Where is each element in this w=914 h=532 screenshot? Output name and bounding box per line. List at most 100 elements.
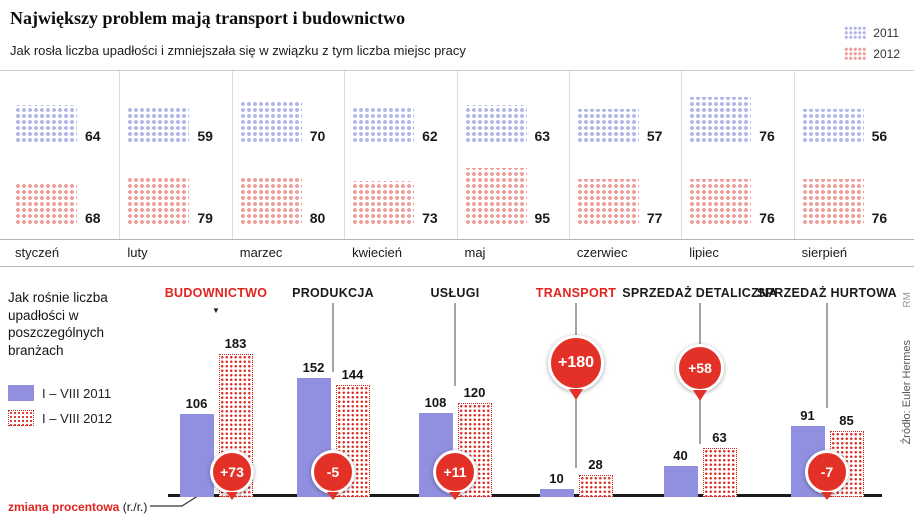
- dot-block-row-blue: 59: [127, 93, 231, 143]
- month-label: lipiec: [689, 245, 719, 260]
- dot-block-value: 80: [309, 210, 326, 226]
- dot-block-value: 63: [534, 128, 551, 144]
- category-label: PRODUKCJA: [292, 286, 374, 300]
- month-column: 62 73: [344, 71, 456, 239]
- bar-value-2012: 120: [463, 385, 486, 400]
- dot-block-value: 56: [871, 128, 888, 144]
- dot-block-value: 64: [85, 128, 101, 144]
- change-badge-value: -5: [326, 464, 340, 480]
- change-badge: +11: [433, 450, 477, 500]
- month-name-cell: kwiecień: [344, 240, 456, 266]
- page-title: Największy problem mają transport i budo…: [10, 8, 406, 28]
- bar-value-2011: 91: [800, 408, 815, 423]
- dot-block-pink: [15, 184, 77, 225]
- bar-2011: [790, 426, 825, 497]
- bar-2011: [418, 413, 453, 497]
- month-name-cell: lipiec: [681, 240, 793, 266]
- dot-block-value: 68: [85, 210, 101, 226]
- month-column: 56 76: [793, 71, 906, 239]
- month-column: 70 80: [231, 71, 344, 239]
- source-credit: Źródło: Euler Hermes: [901, 340, 913, 445]
- legend-swatch-2011: [844, 26, 867, 40]
- legend-row-2011: 2011: [844, 26, 900, 40]
- dot-block-row-blue: 70: [239, 93, 344, 144]
- month-column: 57 77: [568, 71, 681, 239]
- dot-block-row-blue: 56: [801, 93, 906, 144]
- dot-block-row-pink: 68: [15, 165, 119, 225]
- bar-legend-swatch-2011: [8, 385, 34, 401]
- change-badge-value: +180: [557, 354, 595, 371]
- category-label: BUDOWNICTWO: [164, 286, 268, 300]
- dot-block-blue: [352, 106, 415, 143]
- badge-pointer-icon: [226, 492, 238, 500]
- month-label: sierpień: [801, 245, 848, 260]
- change-badge-value: -7: [820, 464, 834, 480]
- dot-block-value: 95: [534, 210, 551, 226]
- category-label: SPRZEDAŻ HURTOWA: [757, 286, 897, 300]
- author-credit: RM: [902, 292, 913, 308]
- bar-value-2011: 108: [424, 395, 447, 410]
- connector-line: [826, 303, 828, 408]
- dot-block-row-blue: 63: [464, 93, 569, 144]
- dot-block-value: 76: [759, 210, 775, 226]
- legend-years: 2011 2012: [844, 26, 900, 68]
- change-badge-value: +11: [443, 464, 467, 480]
- badge-pointer-icon: [449, 492, 461, 500]
- connector-line: [575, 303, 577, 336]
- dot-block-blue: [464, 105, 527, 143]
- dot-block-row-blue: 76: [689, 93, 793, 143]
- bar-legend-row-2011: I – VIII 2011: [8, 385, 111, 401]
- bar-2012: [457, 403, 492, 497]
- month-names-row: styczeń luty marzec kwiecień maj czerwiec lipi…: [0, 239, 914, 267]
- bar-value-2011: 10: [549, 471, 564, 486]
- bar-2011: [539, 489, 574, 497]
- bar-value-2012: 63: [712, 430, 727, 445]
- dot-block-value: 76: [759, 128, 775, 144]
- dot-block-row-blue: 57: [576, 93, 681, 143]
- dot-block-blue: [689, 97, 752, 143]
- dot-block-pink: [689, 179, 752, 225]
- month-label: czerwiec: [576, 245, 628, 260]
- bar-value-2011: 152: [302, 360, 325, 375]
- month-label: luty: [127, 245, 148, 260]
- dot-block-pink: [352, 181, 415, 225]
- bar-legend-row-2012: I – VIII 2012: [8, 410, 112, 426]
- category-label: USŁUGI: [430, 286, 480, 300]
- change-badge: +58: [676, 344, 724, 401]
- change-footnote: zmiana procentowa (r./r.): [8, 500, 147, 514]
- dot-block-blue: [801, 109, 864, 143]
- bar-2012: [578, 475, 613, 497]
- dot-block-value: 79: [197, 210, 213, 226]
- dot-block-row-pink: 79: [127, 165, 231, 225]
- legend-label-2011: 2011: [873, 26, 900, 40]
- legend-row-2012: 2012: [844, 47, 900, 61]
- section-intro: Jak rośnie liczba upadłości w poszczegól…: [8, 290, 108, 358]
- month-label: marzec: [239, 245, 283, 260]
- bar-2012: [218, 354, 253, 497]
- change-badge-value: +73: [220, 464, 244, 480]
- connector-line: [454, 303, 456, 386]
- badge-pointer-icon: [569, 389, 583, 400]
- bar-legend-label-2012: I – VIII 2012: [42, 410, 113, 426]
- pointer-arrow-icon: ▼: [212, 306, 220, 315]
- badge-pointer-icon: [693, 390, 707, 401]
- dot-block-row-pink: 76: [689, 165, 793, 225]
- dot-block-blue: [576, 109, 639, 143]
- month-name-cell: maj: [457, 240, 569, 266]
- dot-block-value: 76: [871, 210, 888, 226]
- dot-block-value: 70: [309, 128, 326, 144]
- dot-block-value: 77: [646, 210, 663, 226]
- bar-value-2012: 28: [588, 457, 603, 472]
- bar-value-2011: 40: [673, 448, 688, 463]
- month-name-cell: czerwiec: [569, 240, 681, 266]
- dot-block-row-pink: 73: [352, 165, 456, 225]
- dot-block-blue: [127, 108, 190, 143]
- dot-block-row-blue: 64: [15, 93, 119, 143]
- bar-legend-label-2011: I – VIII 2011: [42, 385, 112, 401]
- dot-block-row-pink: 95: [464, 165, 569, 226]
- chart-subtitle: Jak rosła liczba upadłości i zmniejszała…: [10, 43, 466, 58]
- header: Największy problem mają transport i budo…: [0, 0, 914, 70]
- dot-block-pink: [801, 179, 864, 225]
- dot-block-row-pink: 80: [239, 165, 344, 226]
- bar-2012: [702, 448, 737, 497]
